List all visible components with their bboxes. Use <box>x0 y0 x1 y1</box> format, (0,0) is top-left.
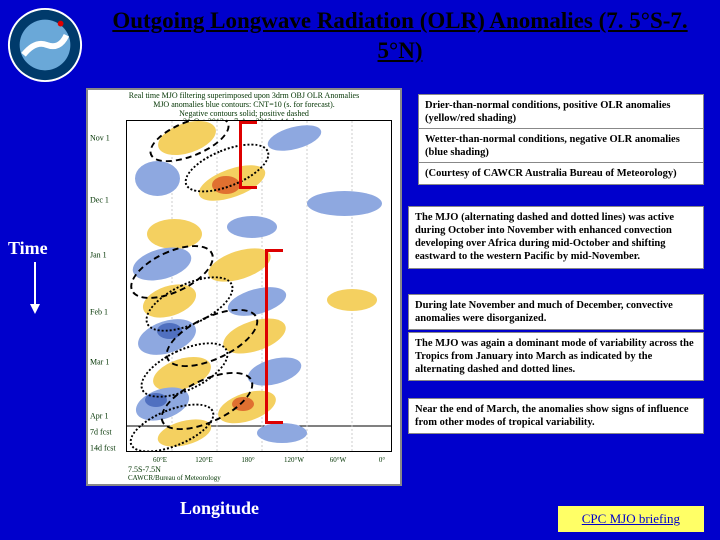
cpc-mjo-link[interactable]: CPC MJO briefing <box>558 506 704 532</box>
legend-dry: Drier-than-normal conditions, positive O… <box>418 94 704 130</box>
courtesy-note: (Courtesy of CAWCR Australia Bureau of M… <box>418 162 704 185</box>
noaa-logo <box>6 6 84 84</box>
desc-nov-dec: During late November and much of Decembe… <box>408 294 704 330</box>
desc-mjo-oct-nov: The MJO (alternating dashed and dotted l… <box>408 206 704 269</box>
time-axis-label: Time <box>8 238 48 259</box>
desc-end-march: Near the end of March, the anomalies sho… <box>408 398 704 434</box>
time-arrow-icon <box>28 262 42 319</box>
hovmoller-chart: Real time MJO filtering superimposed upo… <box>86 88 402 486</box>
hovmoller-plot-area <box>126 120 392 452</box>
legend-wet: Wetter-than-normal conditions, negative … <box>418 128 704 164</box>
page-title: Outgoing Longwave Radiation (OLR) Anomal… <box>100 6 700 66</box>
desc-jan-mar: The MJO was again a dominant mode of var… <box>408 332 704 381</box>
longitude-axis-label: Longitude <box>180 498 259 519</box>
